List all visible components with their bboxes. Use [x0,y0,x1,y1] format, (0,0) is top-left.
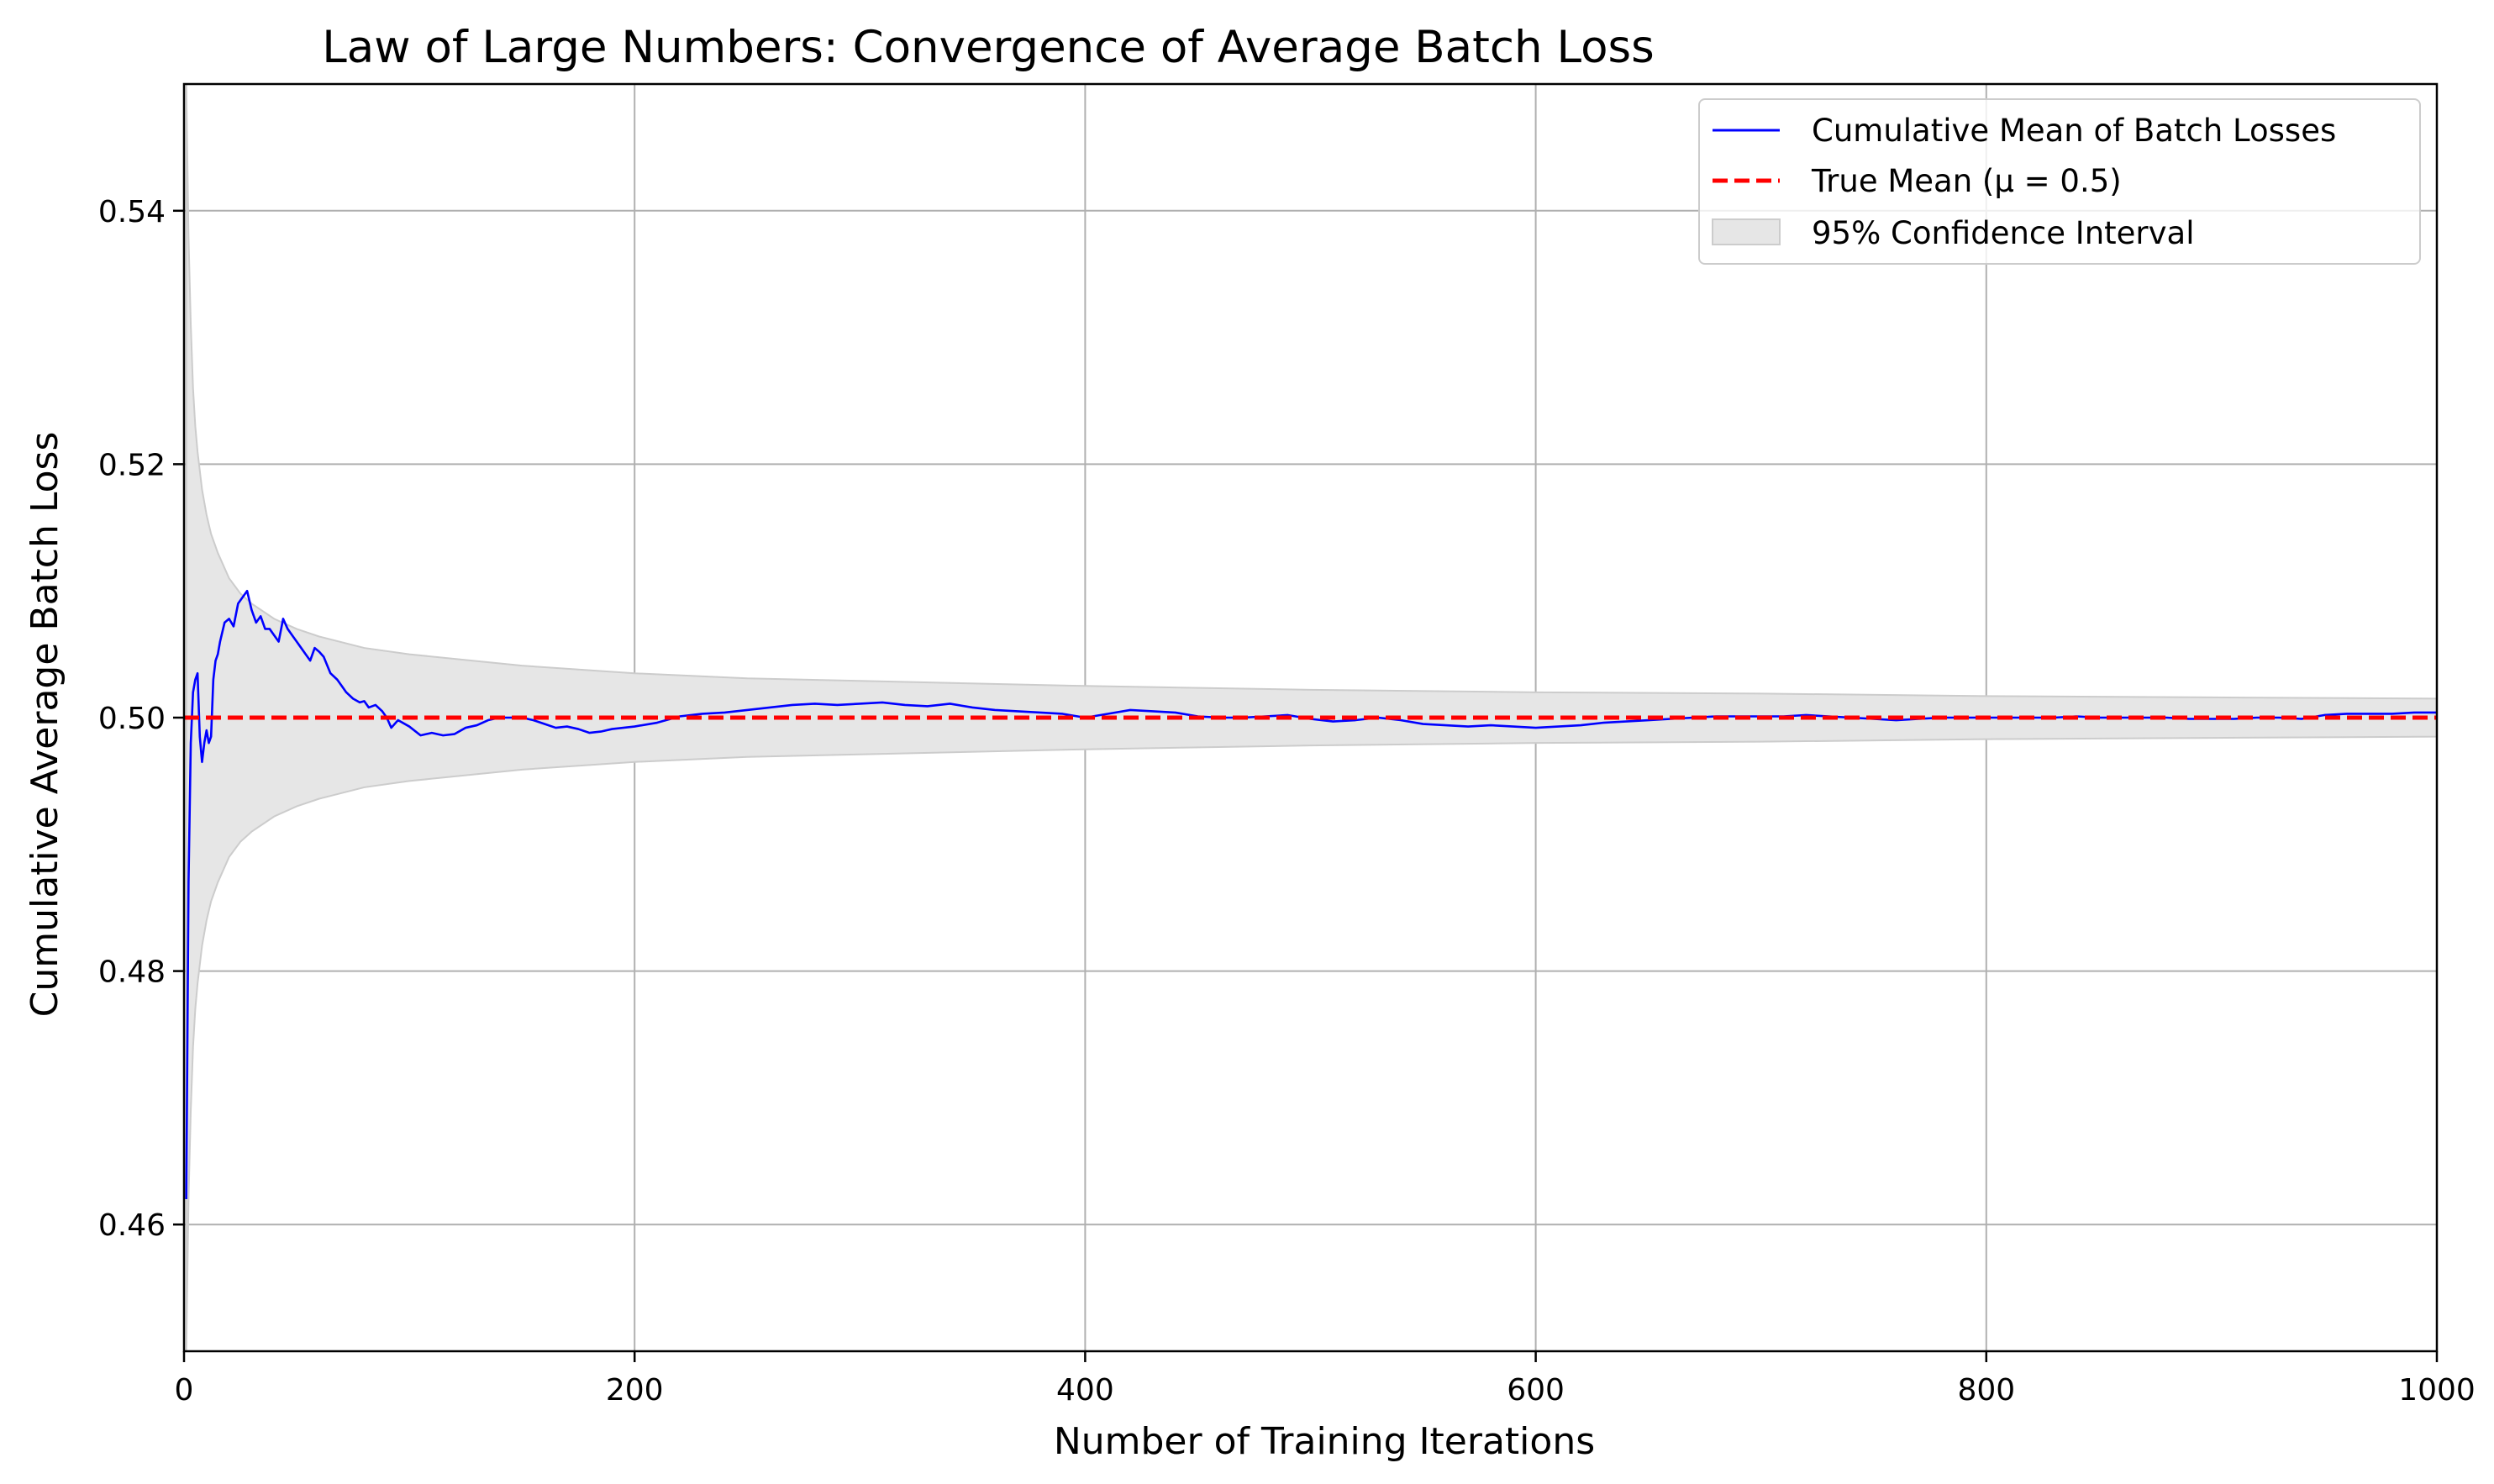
x-tick-label: 600 [1507,1373,1565,1408]
y-axis-label: Cumulative Average Batch Loss [24,432,66,1018]
x-tick-label: 1000 [2398,1373,2476,1408]
legend-label-series: Cumulative Mean of Batch Losses [1812,113,2336,149]
legend-label-true-mean: True Mean (μ = 0.5) [1811,163,2122,199]
ticks: 0 200 400 600 800 1000 0.46 0.48 0.50 0.52 0.54 [98,195,2476,1408]
legend-label-band: 95% Confidence Interval [1812,215,2195,251]
y-tick-label: 0.50 [98,702,166,736]
x-tick-label: 200 [606,1373,664,1408]
legend-frame [1698,98,2421,265]
legend: Cumulative Mean of Batch Losses True Mea… [1698,98,2421,265]
series-layer [184,589,2437,1200]
chart-title: Law of Large Numbers: Convergence of Ave… [322,22,1654,73]
y-tick-label: 0.46 [98,1208,166,1243]
legend-swatch-band [1712,218,1781,245]
x-axis-label: Number of Training Iterations [1054,1420,1595,1463]
x-tick-label: 0 [175,1373,194,1408]
y-tick-label: 0.54 [98,195,166,229]
y-tick-label: 0.48 [98,955,166,990]
x-tick-label: 400 [1056,1373,1114,1408]
x-tick-label: 800 [1957,1373,2015,1408]
y-tick-label: 0.52 [98,448,166,482]
series-line-cumulative-mean [185,589,2437,1200]
